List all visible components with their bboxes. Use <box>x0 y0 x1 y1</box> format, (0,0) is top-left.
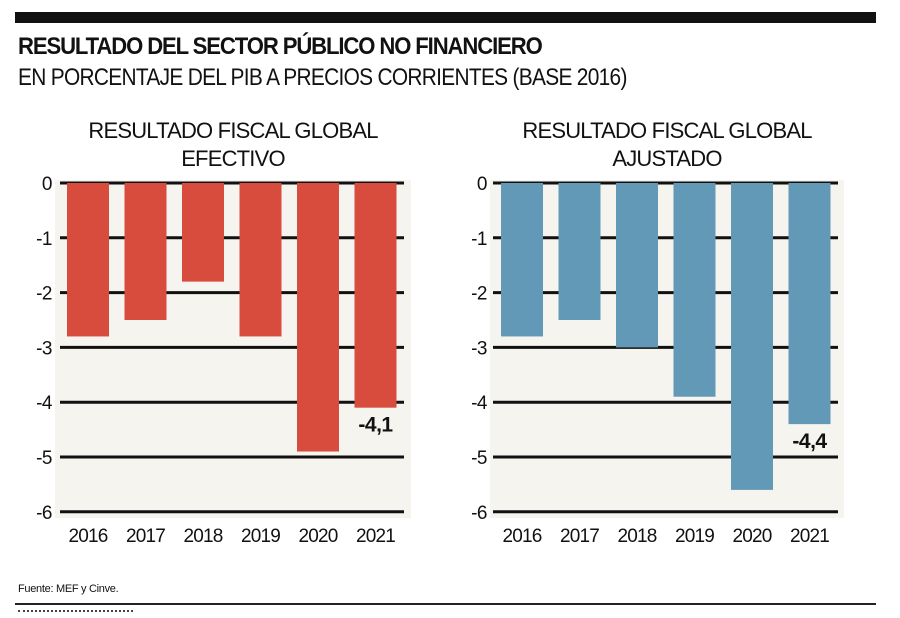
data-label-ajustado-2021: -4,4 <box>792 430 827 453</box>
x-tick-label-efectivo: 2021 <box>356 526 395 547</box>
chart-title-efectivo: RESULTADO FISCAL GLOBAL EFECTIVO <box>55 117 411 173</box>
x-tick-label-efectivo: 2016 <box>68 526 107 547</box>
y-tick-label-ajustado: -1 <box>471 229 487 250</box>
bar-ajustado-2016 <box>501 183 543 337</box>
bar-efectivo-2021 <box>354 183 397 408</box>
x-tick-label-ajustado: 2017 <box>560 526 599 547</box>
bar-efectivo-2016 <box>67 183 109 337</box>
x-tick-label-efectivo: 2018 <box>183 526 222 547</box>
y-tick-label-ajustado: -4 <box>471 393 488 414</box>
chart-title-efectivo-line1: RESULTADO FISCAL GLOBAL <box>88 118 378 143</box>
x-tick-label-ajustado: 2018 <box>617 526 656 547</box>
y-tick-label-ajustado: 0 <box>477 174 487 195</box>
page-title: RESULTADO DEL SECTOR PÚBLICO NO FINANCIE… <box>18 33 543 60</box>
y-tick-label-ajustado: -3 <box>471 338 487 359</box>
cropped-credit-text <box>18 610 133 618</box>
bar-ajustado-2017 <box>558 183 601 320</box>
source-note: Fuente: MEF y Cinve. <box>18 583 119 595</box>
y-tick-label-efectivo: -5 <box>36 448 52 469</box>
y-tick-label-efectivo: -6 <box>36 503 52 524</box>
bar-ajustado-2020 <box>731 183 773 490</box>
x-tick-label-ajustado: 2021 <box>790 526 829 547</box>
data-label-efectivo-2021: -4,1 <box>358 414 393 437</box>
y-tick-label-efectivo: -4 <box>36 393 53 414</box>
page-subtitle: EN PORCENTAJE DEL PIB A PRECIOS CORRIENT… <box>18 64 627 91</box>
bar-ajustado-2019 <box>673 183 716 397</box>
bar-ajustado-2018 <box>616 183 658 348</box>
x-tick-label-ajustado: 2019 <box>675 526 714 547</box>
y-tick-label-efectivo: -2 <box>36 284 52 305</box>
bar-ajustado-2021 <box>788 183 831 425</box>
bar-efectivo-2020 <box>297 183 339 452</box>
bottom-rule <box>15 603 876 605</box>
y-tick-label-ajustado: -6 <box>471 503 487 524</box>
y-tick-label-efectivo: -1 <box>36 229 52 250</box>
y-tick-label-efectivo: 0 <box>42 174 52 195</box>
chart-title-ajustado-line2: AJUSTADO <box>612 146 722 171</box>
top-rule <box>15 12 876 23</box>
chart-title-ajustado: RESULTADO FISCAL GLOBAL AJUSTADO <box>490 117 844 173</box>
x-tick-label-efectivo: 2017 <box>126 526 165 547</box>
x-tick-label-ajustado: 2020 <box>732 526 771 547</box>
chart-title-ajustado-line1: RESULTADO FISCAL GLOBAL <box>522 118 812 143</box>
bar-efectivo-2017 <box>124 183 167 320</box>
y-tick-label-efectivo: -3 <box>36 338 52 359</box>
y-tick-label-ajustado: -5 <box>471 448 487 469</box>
bar-efectivo-2018 <box>182 183 224 282</box>
chart-title-efectivo-line2: EFECTIVO <box>181 146 285 171</box>
x-tick-label-efectivo: 2020 <box>298 526 337 547</box>
bar-efectivo-2019 <box>239 183 282 337</box>
y-tick-label-ajustado: -2 <box>471 284 487 305</box>
x-tick-label-ajustado: 2016 <box>502 526 541 547</box>
x-tick-label-efectivo: 2019 <box>241 526 280 547</box>
